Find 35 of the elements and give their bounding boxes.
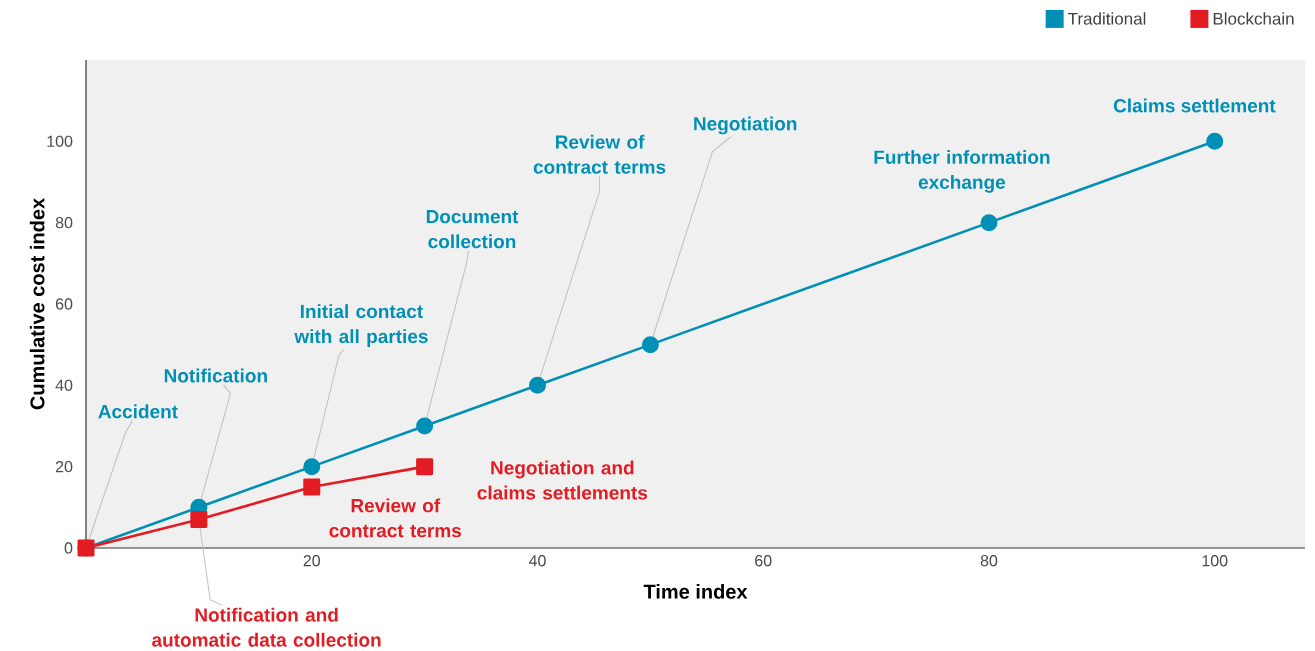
- annotation: Initial contact with all parties: [294, 304, 428, 347]
- point: [641, 336, 659, 354]
- y-tick-label: 40: [55, 379, 73, 391]
- annotation: Further information exchange: [874, 150, 1050, 193]
- y-tick-label: 80: [55, 216, 73, 229]
- annotation: Document collection: [426, 210, 519, 249]
- x-tick-label: 20: [303, 555, 321, 567]
- y-tick-label: 60: [55, 298, 73, 310]
- annotation: Review of contract terms: [329, 498, 461, 538]
- annotation: Notification: [164, 368, 267, 383]
- annotation: Claims settlement: [1113, 98, 1276, 113]
- x-tick-label: 80: [980, 555, 998, 567]
- y-tick-label: 100: [47, 135, 73, 147]
- legend-label: Traditional: [1068, 12, 1146, 25]
- x-tick-label: 60: [755, 555, 772, 567]
- point: [528, 376, 546, 394]
- x-axis-title: Time index: [643, 584, 748, 599]
- point: [190, 511, 208, 529]
- x-tick-label: 40: [528, 555, 546, 567]
- annotation: Negotiation and claims settlements: [477, 460, 648, 500]
- point: [416, 458, 434, 476]
- point: [416, 417, 434, 435]
- x-tick-label: 100: [1202, 555, 1228, 567]
- annotation: Review of contract terms: [533, 134, 666, 174]
- annotation: Accident: [98, 404, 178, 419]
- annotation: Negotiation: [694, 116, 797, 135]
- point: [303, 458, 321, 476]
- y-axis-title: Cumulative cost index: [29, 198, 45, 410]
- point: [1206, 132, 1224, 150]
- point: [980, 214, 998, 232]
- annotation: Notification and automatic data collection: [152, 607, 381, 647]
- point: [303, 478, 321, 496]
- y-tick-label: 20: [55, 460, 73, 473]
- legend-label: Blockchain: [1213, 12, 1294, 25]
- y-tick-label: 0: [64, 542, 73, 554]
